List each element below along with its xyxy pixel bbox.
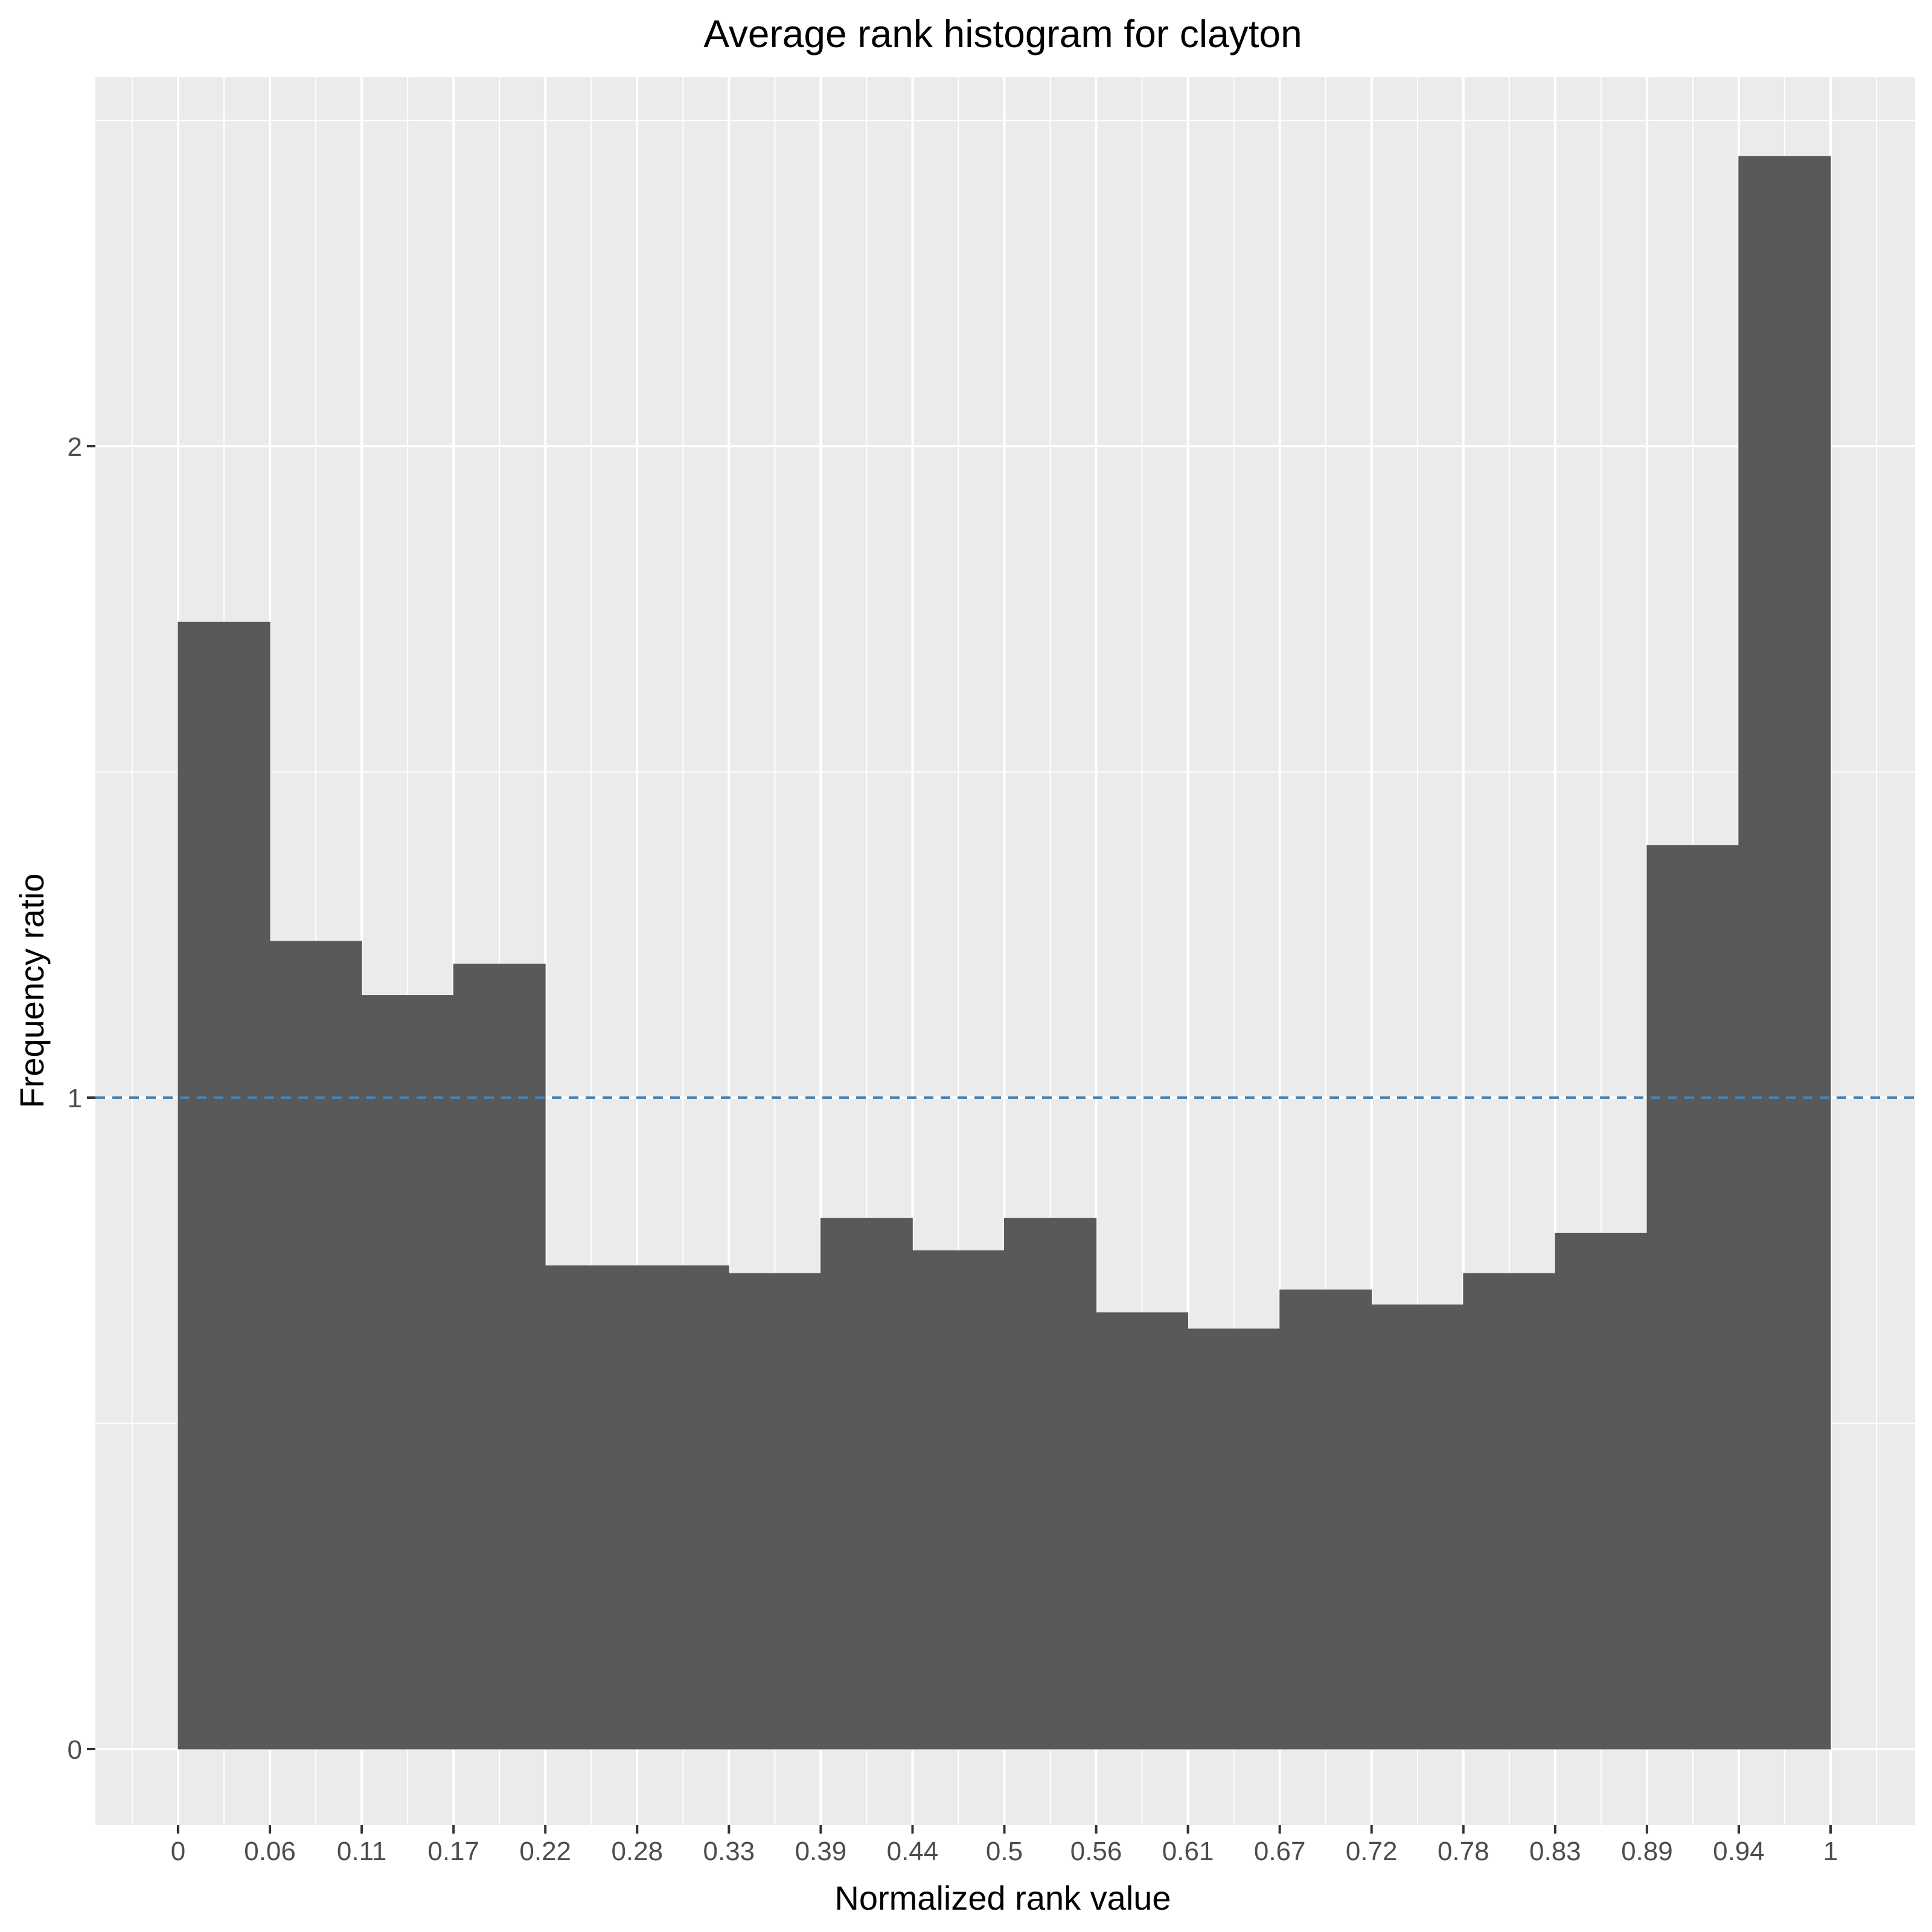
x-tick-label: 0.56 bbox=[1070, 1837, 1122, 1866]
x-tick-label: 0.17 bbox=[427, 1837, 479, 1866]
histogram-bars bbox=[178, 156, 1831, 1750]
histogram-bar-16 bbox=[1555, 1232, 1648, 1750]
histogram-bar-2 bbox=[269, 941, 362, 1750]
histogram-bar-18 bbox=[1738, 156, 1831, 1750]
x-tick-label: 0.44 bbox=[887, 1837, 939, 1866]
x-tick-label: 0 bbox=[171, 1837, 185, 1866]
histogram-bar-13 bbox=[1279, 1289, 1372, 1750]
histogram-bar-9 bbox=[912, 1250, 1005, 1750]
x-tick-label: 0.83 bbox=[1529, 1837, 1581, 1866]
y-tick-label: 1 bbox=[68, 1084, 82, 1113]
x-tick-label: 0.61 bbox=[1162, 1837, 1214, 1866]
y-tick-label: 0 bbox=[68, 1735, 82, 1765]
y-axis-title: Frequency ratio bbox=[13, 873, 51, 1108]
y-axis-ticks: 0 1 2 bbox=[68, 432, 95, 1765]
histogram-bar-8 bbox=[820, 1218, 913, 1750]
chart-title: Average rank histogram for clayton bbox=[703, 12, 1302, 56]
histogram-bar-1 bbox=[178, 621, 270, 1750]
x-tick-label: 0.72 bbox=[1346, 1837, 1398, 1866]
histogram-bar-10 bbox=[1004, 1218, 1097, 1750]
x-tick-label: 0.22 bbox=[519, 1837, 571, 1866]
x-axis-ticks: 0 0.06 0.11 0.17 0.22 0.28 0.33 0.39 0.44 0.5 0.56… bbox=[171, 1825, 1838, 1866]
x-tick-label: 0.78 bbox=[1438, 1837, 1489, 1866]
x-tick-label: 0.33 bbox=[703, 1837, 755, 1866]
histogram-bar-6 bbox=[636, 1265, 729, 1750]
x-tick-label: 0.67 bbox=[1254, 1837, 1306, 1866]
x-tick-label: 0.94 bbox=[1713, 1837, 1765, 1866]
histogram-bar-3 bbox=[361, 995, 454, 1750]
x-axis-title: Normalized rank value bbox=[834, 1879, 1171, 1917]
x-tick-label: 0.39 bbox=[795, 1837, 847, 1866]
x-tick-label: 0.28 bbox=[611, 1837, 663, 1866]
x-tick-label: 1 bbox=[1823, 1837, 1838, 1866]
histogram-bar-7 bbox=[728, 1273, 821, 1750]
histogram-bar-17 bbox=[1646, 845, 1739, 1750]
histogram-bar-12 bbox=[1188, 1328, 1281, 1750]
y-tick-label: 2 bbox=[68, 432, 82, 462]
histogram-bar-11 bbox=[1096, 1312, 1189, 1750]
histogram-bar-4 bbox=[453, 964, 546, 1750]
x-tick-label: 0.5 bbox=[986, 1837, 1023, 1866]
histogram-bar-15 bbox=[1463, 1273, 1556, 1750]
x-tick-label: 0.11 bbox=[337, 1837, 386, 1866]
histogram-bar-14 bbox=[1371, 1304, 1464, 1750]
histogram-bar-5 bbox=[545, 1265, 638, 1750]
x-tick-label: 0.06 bbox=[244, 1837, 296, 1866]
x-tick-label: 0.89 bbox=[1621, 1837, 1673, 1866]
